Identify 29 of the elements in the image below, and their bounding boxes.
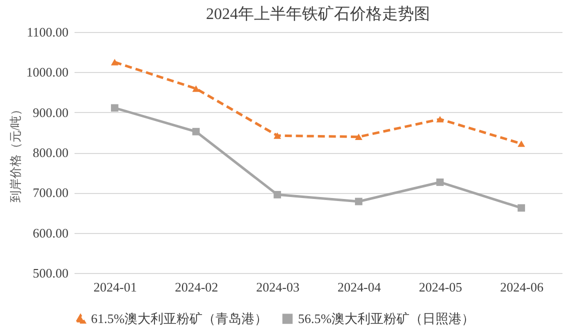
y-axis-title: 到岸价格（元/吨） — [8, 103, 22, 203]
point — [192, 85, 200, 92]
y-tick-label: 700.00 — [32, 185, 68, 200]
y-tick-label: 800.00 — [32, 145, 68, 160]
point — [354, 134, 362, 140]
legend-label: 61.5%澳大利亚粉矿（青岛港） — [91, 311, 268, 326]
point — [110, 58, 118, 66]
point — [436, 116, 444, 122]
x-tick-label: 2024-02 — [174, 280, 218, 294]
point — [274, 190, 282, 198]
legend-label: 56.5%澳大利亚粉矿（日照港） — [298, 310, 475, 326]
point — [518, 204, 526, 212]
x-tick-label: 2024-05 — [418, 280, 462, 294]
point — [274, 132, 282, 139]
y-tick-label: 1100.00 — [26, 24, 68, 40]
x-tick-label: 2024-06 — [500, 280, 544, 294]
x-tick-label: 2024-01 — [93, 280, 137, 294]
point — [354, 198, 362, 206]
point — [110, 104, 118, 112]
chart-title: 2024年上半年铁矿石价格走势图 — [206, 5, 430, 23]
x-tick-label: 2024-03 — [256, 280, 300, 294]
x-tick-label: 2024-04 — [337, 280, 382, 294]
y-tick-label: 600.00 — [32, 225, 68, 240]
y-tick-label: 500.00 — [32, 266, 68, 280]
point — [518, 140, 526, 147]
y-tick-label: 1000.00 — [26, 64, 68, 80]
point — [436, 178, 444, 186]
point — [192, 128, 200, 136]
y-tick-label: 900.00 — [32, 104, 68, 120]
